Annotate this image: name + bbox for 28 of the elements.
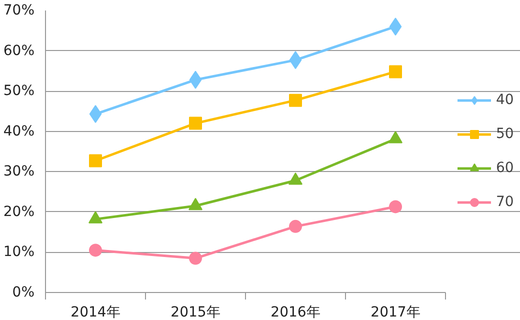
y-tick-label: 60% (3, 42, 35, 59)
point (89, 105, 102, 124)
point (289, 94, 302, 107)
point (289, 220, 302, 233)
point (389, 65, 402, 78)
point (89, 154, 102, 168)
y-tick-label: 70% (3, 2, 35, 18)
x-tick-label: 2017年 (370, 304, 420, 320)
legend-label: 60 (496, 160, 515, 176)
point (189, 252, 202, 265)
point (189, 70, 202, 89)
legend-label: 50 (496, 126, 515, 142)
y-tick-label: 10% (3, 244, 35, 260)
point (289, 51, 302, 70)
legend-label: 40 (496, 92, 515, 108)
y-tick-label: 20% (3, 204, 35, 220)
y-tick-label: 0% (12, 284, 35, 300)
y-tick-label: 50% (3, 83, 35, 100)
x-tick-label: 2016年 (270, 304, 320, 320)
point (89, 244, 102, 257)
point (189, 116, 202, 130)
x-tick-label: 2015年 (170, 304, 220, 320)
x-tick-label: 2014年 (70, 304, 120, 320)
legend-label: 70 (496, 194, 515, 210)
point (389, 200, 402, 214)
y-tick-label: 30% (3, 164, 35, 180)
point (389, 18, 402, 36)
y-tick-label: 40% (3, 123, 35, 140)
